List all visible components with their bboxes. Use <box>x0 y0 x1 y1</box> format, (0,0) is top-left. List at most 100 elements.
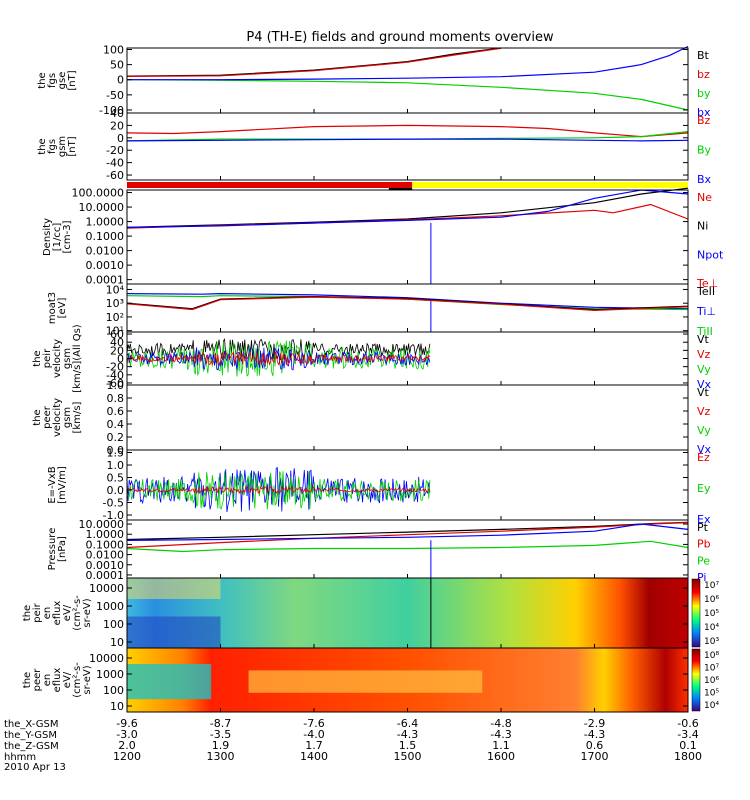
y-tick-label: 0.4 <box>107 418 125 431</box>
y-axis-label: E=-VxB[mV/m] <box>47 466 68 504</box>
y-label-line: the <box>37 72 48 88</box>
x-tick-label: -3.4 <box>677 728 698 741</box>
y-label-line: Pressure <box>47 528 58 571</box>
y-label-line: the <box>32 409 43 425</box>
y-label-line: [mV/m] <box>57 466 68 504</box>
x-tick-label: 1800 <box>674 750 702 763</box>
series-Vz <box>126 351 431 366</box>
y-axis-label: moat3[eV] <box>47 292 68 324</box>
legend-Pb: Pb <box>697 538 711 551</box>
y-axis-label: thepeirenefluxeV/(cm²-s-sr-eV) <box>22 595 93 631</box>
y-tick-label: 10³ <box>106 297 124 310</box>
legend-Vz: Vz <box>697 405 711 418</box>
colorbar-label: 10³ <box>704 637 719 647</box>
y-tick-label: 0.0100 <box>86 245 125 258</box>
series-Te⊥ <box>126 296 689 312</box>
panel-peer-eflux: 10⁸ 10⁷ 10⁶ 10⁵ 10⁴ 10000 1000 100 10 thepeerenef… <box>22 647 719 713</box>
series-Npot <box>126 189 689 228</box>
legend-Vy: Vy <box>697 424 711 437</box>
legend-Ni: Ni <box>697 220 708 233</box>
y-label-line: (cm²-s- <box>72 662 83 698</box>
y-label-line: sr-eV) <box>82 598 93 627</box>
y-tick-label: 0.0 <box>107 444 125 457</box>
legend-bx: bx <box>697 106 711 119</box>
series-Bt <box>126 47 502 77</box>
x-tick-label: -4.8 <box>490 717 511 730</box>
colorbar-label: 10⁴ <box>704 701 719 711</box>
y-tick-label: 1.0 <box>107 379 125 392</box>
x-row-label: the_Y-GSM <box>4 730 57 741</box>
legend-TeII: TeII <box>696 285 715 298</box>
y-tick-label: 0.0010 <box>86 259 125 272</box>
y-tick-label: 100 <box>103 44 124 57</box>
y-label-line: gse <box>57 72 68 90</box>
y-label-line: [nPa] <box>57 536 68 562</box>
y-label-line: the <box>22 672 33 688</box>
y-tick-label: -0.5 <box>103 497 124 510</box>
y-tick-label: 0 <box>117 132 124 145</box>
x-tick-label: -3.5 <box>210 728 231 741</box>
y-tick-label: 20 <box>110 344 124 357</box>
legend-Ey: Ey <box>697 482 711 495</box>
legend-Vx: Vx <box>697 378 712 391</box>
mode-bar-fast <box>412 182 688 188</box>
y-label-line: [eV] <box>57 298 68 319</box>
legend-by: by <box>697 87 711 100</box>
y-tick-label: 0.5 <box>107 472 125 485</box>
legend-Bt: Bt <box>697 49 710 62</box>
y-label-line: peir <box>32 602 43 622</box>
series-Pb <box>126 522 689 549</box>
y-label-line: velocity <box>52 398 63 437</box>
y-tick-label: 20 <box>110 119 124 132</box>
legend-Bx: Bx <box>697 173 712 186</box>
x-tick-label: -3.0 <box>116 728 137 741</box>
pre-boundary-electron-band <box>127 664 212 700</box>
legend-Pi: Pi <box>697 571 706 584</box>
y-tick-label: 1.5 <box>107 447 125 460</box>
x-tick-label: -4.3 <box>490 728 511 741</box>
legend-Vy: Vy <box>697 363 711 376</box>
x-tick-label: 1300 <box>207 750 235 763</box>
x-tick-label: 1.5 <box>399 739 417 752</box>
colorbar-label: 10⁷ <box>704 581 719 591</box>
x-tick-label: -0.6 <box>677 717 698 730</box>
x-tick-label: 1700 <box>581 750 609 763</box>
y-label-line: [nT] <box>67 70 78 90</box>
series-Ti⊥ <box>126 292 689 310</box>
y-label-line: [1/cc] <box>52 223 63 252</box>
legend-Ex: Ex <box>697 513 711 526</box>
x-tick-label: -4.0 <box>303 728 324 741</box>
panel-peir-eflux: 10⁷ 10⁶ 10⁵ 10⁴ 10³ 10000 1000 100 10 thepeirenef… <box>22 577 719 649</box>
colorbar-label: 10⁷ <box>704 664 719 674</box>
y-label-line: E=-VxB <box>47 466 58 503</box>
y-tick-label: 0 <box>117 74 124 87</box>
y-tick-label: -20 <box>106 144 124 157</box>
x-tick-label: 1400 <box>300 750 328 763</box>
x-tick-label: -9.6 <box>116 717 137 730</box>
x-tick-label: 1.7 <box>305 739 323 752</box>
y-label-line: peer <box>42 405 53 429</box>
panel-frame <box>126 384 689 451</box>
y-tick-label: 1000 <box>96 668 124 681</box>
high-energy-ion-band <box>127 578 221 599</box>
panel-fgs-gse: 100 50 0 -50 -100 thefgsgse[nT] Bt bz by bx <box>37 44 711 119</box>
legend-TiII: TiII <box>696 325 713 338</box>
x-tick-label: 1600 <box>487 750 515 763</box>
y-tick-label: 100.0000 <box>72 187 125 200</box>
x-tick-label: -4.3 <box>397 728 418 741</box>
y-label-line: sr-eV) <box>82 665 93 694</box>
colorbar-label: 10⁶ <box>704 595 719 605</box>
y-label-line: peir <box>42 348 53 368</box>
y-label-line: gsm <box>57 136 68 157</box>
y-label-line: fgs <box>47 73 58 88</box>
y-tick-label: 1.0000 <box>86 216 125 229</box>
y-tick-label: 10¹ <box>106 325 124 338</box>
y-tick-label: 40 <box>110 107 124 120</box>
series-bx <box>127 45 689 81</box>
y-label-line: Density <box>42 218 53 256</box>
x-tick-label: 1500 <box>394 750 422 763</box>
panel-frame <box>126 189 689 285</box>
mode-bar-slow <box>127 182 413 188</box>
y-tick-label: 10.0000 <box>79 518 125 531</box>
series-Bx <box>126 138 689 142</box>
